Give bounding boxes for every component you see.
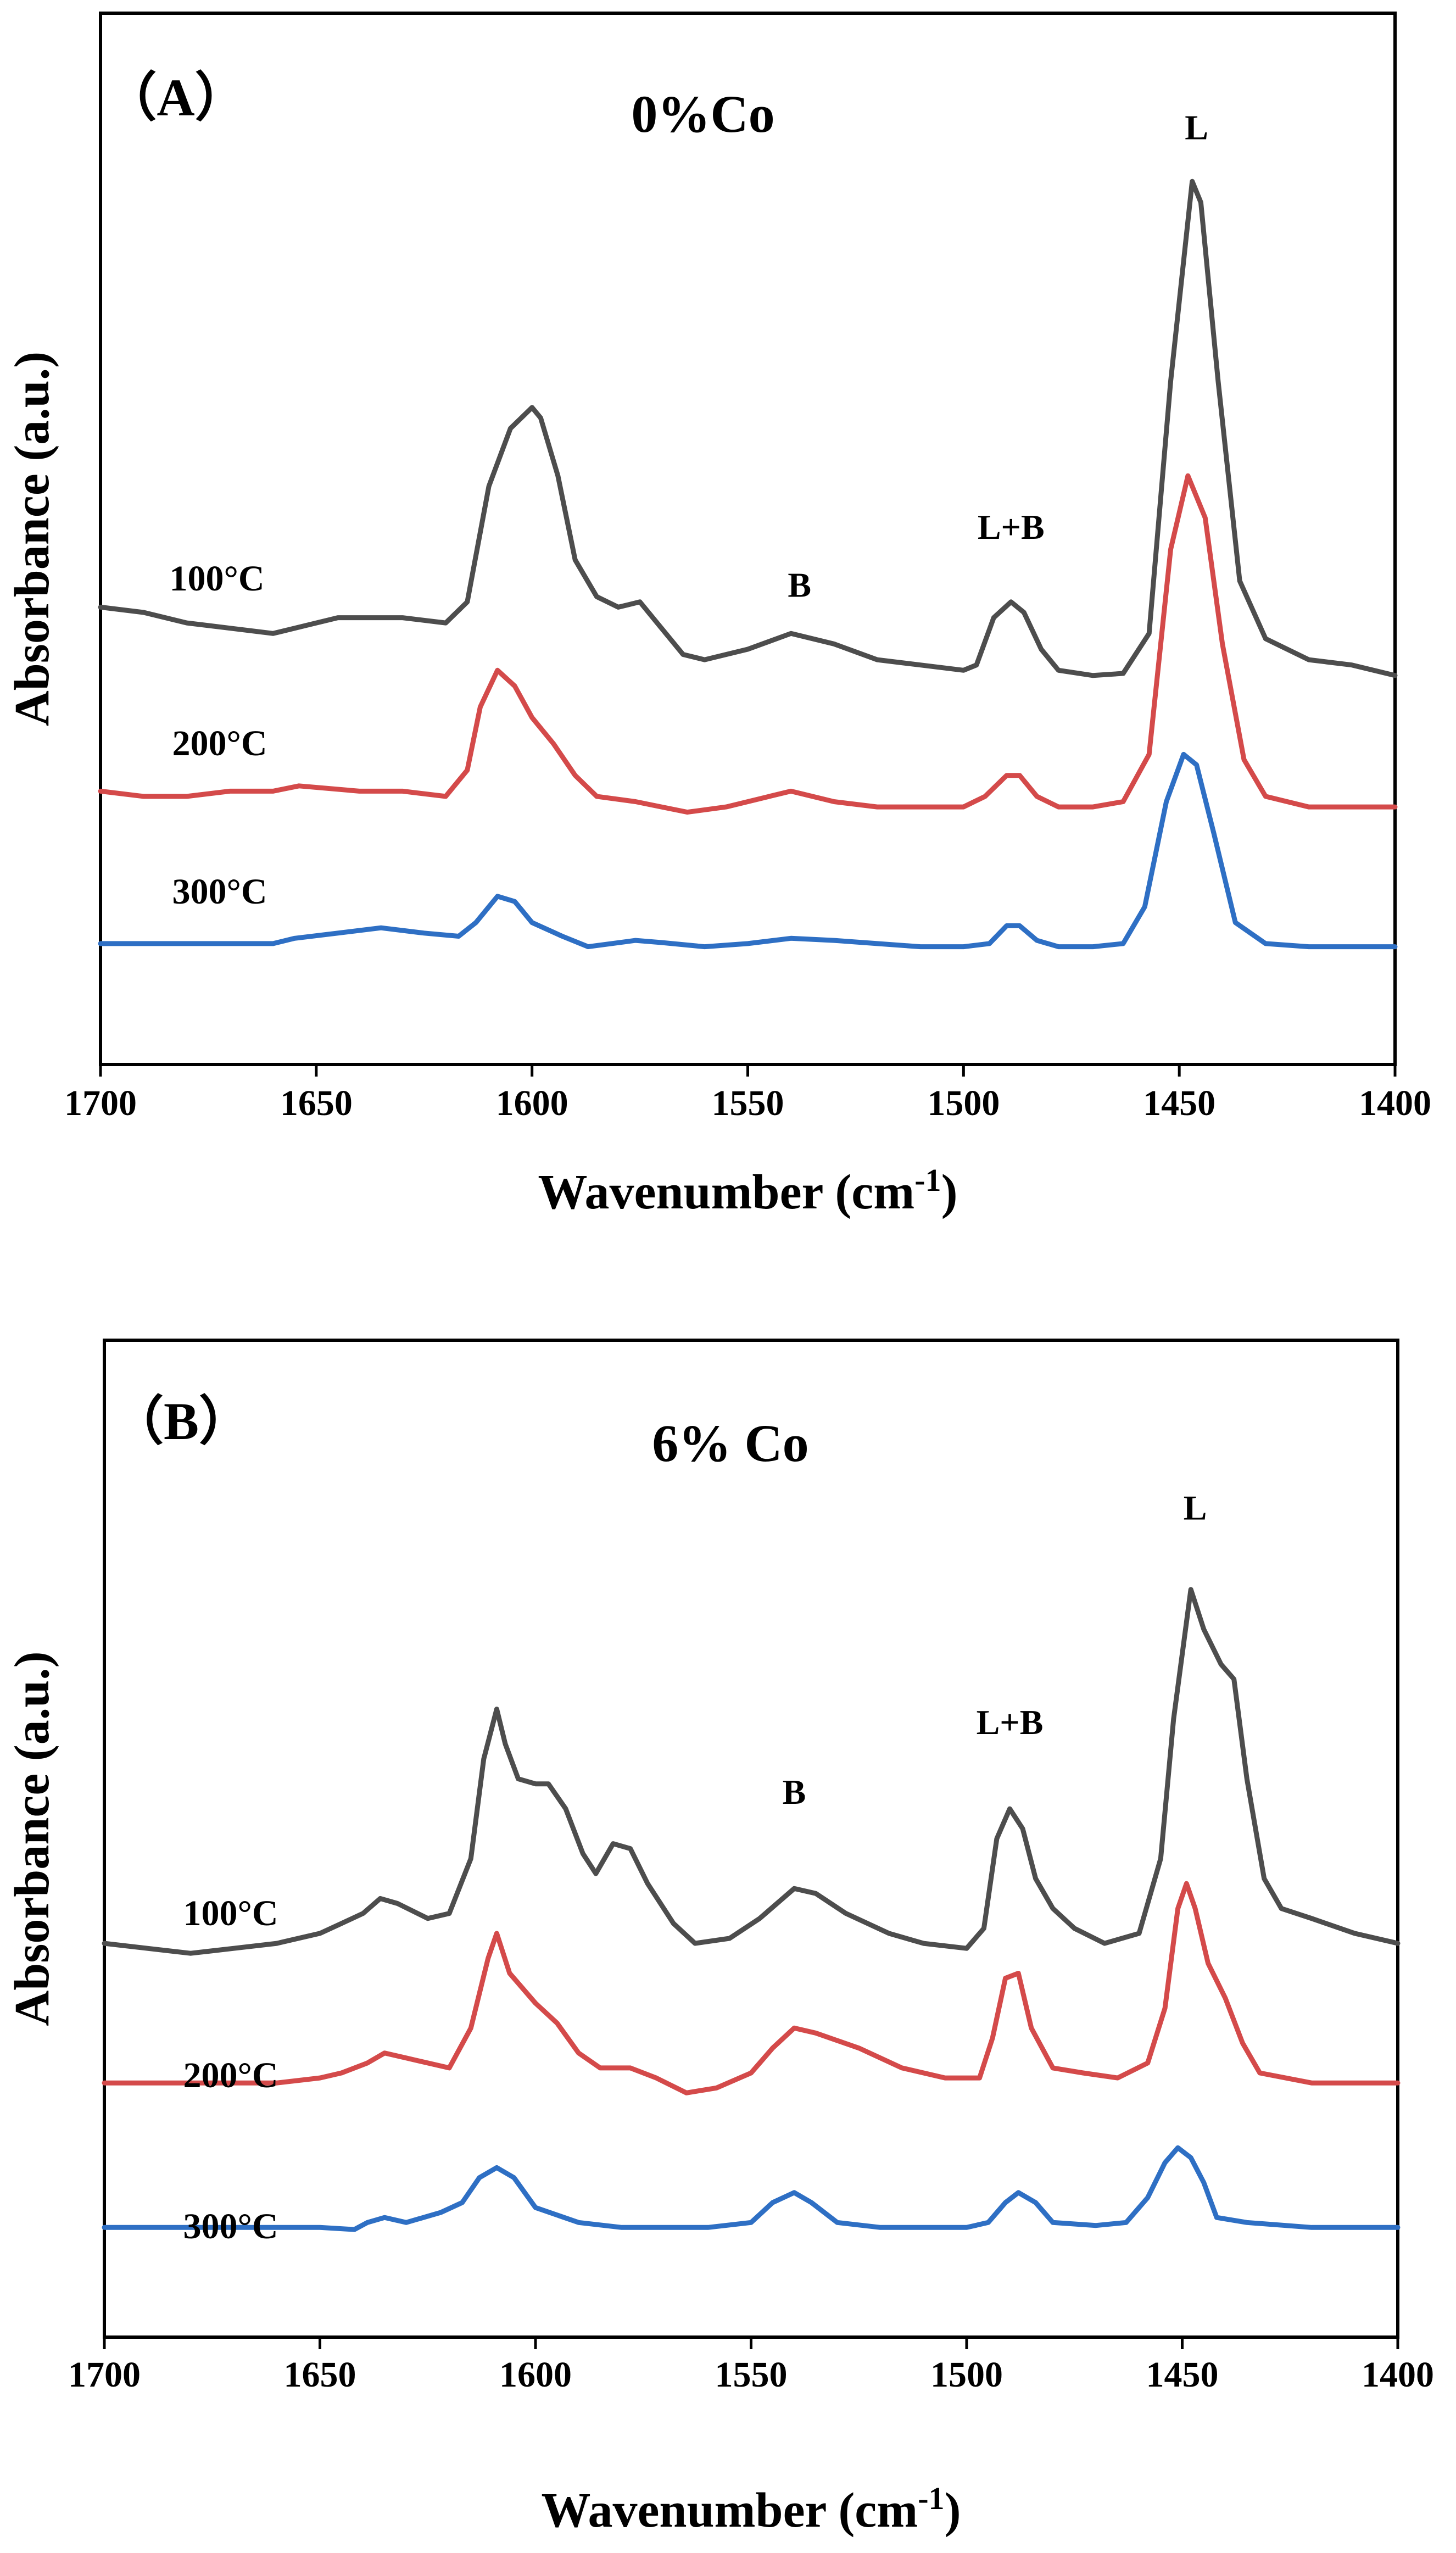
series-label: 100°C: [169, 559, 264, 599]
peak-label: B: [788, 565, 811, 604]
series-label: 300°C: [172, 872, 267, 912]
peak-label: L+B: [977, 1703, 1044, 1742]
x-tick-label: 1600: [496, 1083, 568, 1123]
x-axis-title-main: Wavenumber (cm: [541, 2483, 918, 2538]
peak-label: B: [783, 1772, 806, 1811]
x-tick-label: 1550: [715, 2355, 788, 2395]
series-label: 300°C: [183, 2206, 278, 2247]
y-axis-title: Absorbance (a.u.): [5, 1651, 59, 2026]
x-tick-label: 1400: [1362, 2355, 1434, 2395]
x-tick-label: 1550: [712, 1083, 784, 1123]
x-axis-title-superscript: -1: [918, 2480, 944, 2516]
x-tick-label: 1500: [930, 2355, 1003, 2395]
panel-label: （A）: [104, 68, 247, 127]
peak-label: L: [1184, 1489, 1207, 1528]
x-tick-label: 1650: [280, 1083, 353, 1123]
x-tick-label: 1450: [1146, 2355, 1219, 2395]
series-line-300c: [102, 2145, 1401, 2232]
y-axis-title: Absorbance (a.u.): [5, 352, 59, 727]
series-line-100c: [102, 1587, 1401, 1956]
x-axis-title-main: Wavenumber (cm: [538, 1165, 914, 1219]
series-line-200c: [98, 473, 1398, 815]
series-line-300c: [98, 751, 1398, 950]
x-tick-label: 1400: [1359, 1083, 1431, 1123]
x-tick-label: 1500: [927, 1083, 1000, 1123]
x-tick-label: 1700: [64, 1083, 137, 1123]
x-axis-title-superscript: -1: [914, 1162, 941, 1198]
series-label: 200°C: [183, 2055, 278, 2095]
x-axis-title-end: ): [941, 1165, 958, 1219]
x-axis-title-end: ): [945, 2483, 961, 2538]
panel-title: 0%Co: [631, 85, 774, 143]
plot-frame: [99, 12, 1397, 1066]
x-tick-label: 1450: [1143, 1083, 1215, 1123]
x-tick-label: 1600: [499, 2355, 572, 2395]
panel-title: 6% Co: [652, 1414, 808, 1473]
series-label: 200°C: [172, 723, 267, 763]
panel-b: 1700 1650 1600 1550 1500 1450 1400 100°C 200°C 30…: [5, 1339, 1434, 2538]
panel-a: 1700 1650 1600 1550 1500 1450 1400 100°C 200°C 30…: [5, 12, 1431, 1220]
x-axis-title: Wavenumber (cm-1): [541, 2480, 961, 2538]
x-axis-title: Wavenumber (cm-1): [538, 1162, 957, 1220]
series-line-100c: [98, 179, 1398, 678]
series-label: 100°C: [183, 1893, 278, 1933]
peak-label: L: [1185, 108, 1208, 147]
x-tick-label: 1650: [284, 2355, 356, 2395]
x-tick-label: 1700: [68, 2355, 141, 2395]
peak-label: L+B: [978, 508, 1045, 547]
series-line-200c: [102, 1881, 1401, 2095]
panel-label: （B）: [111, 1392, 252, 1451]
